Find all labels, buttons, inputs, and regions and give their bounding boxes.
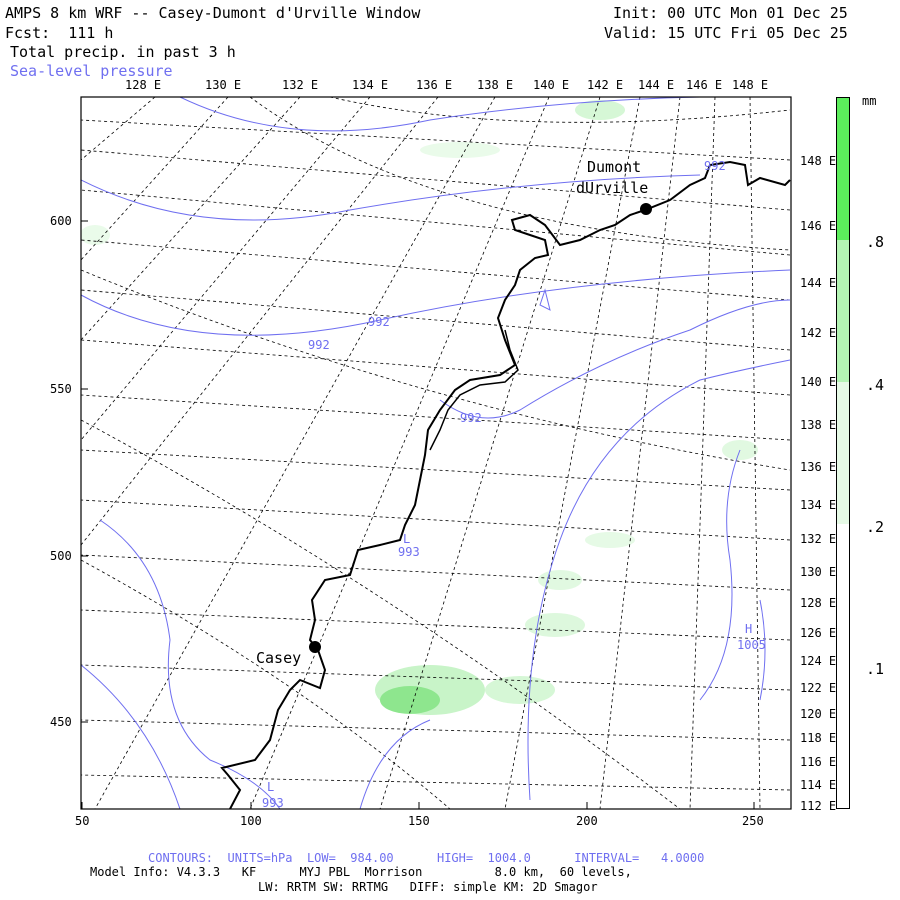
right-lon-label: 132 E (800, 532, 837, 546)
top-lon-label: 134 E (352, 78, 389, 92)
right-lon-label: 112 E (800, 799, 837, 813)
top-lon-label: 144 E (638, 78, 675, 92)
valid-time: Valid: 15 UTC Fri 05 Dec 25 (604, 24, 848, 42)
colorbar (836, 97, 850, 809)
right-lon-label: 120 E (800, 707, 837, 721)
contour-label: 993 (262, 796, 284, 810)
contour-label: 992 (704, 159, 726, 173)
coastline (220, 160, 791, 809)
top-lon-label: 142 E (587, 78, 624, 92)
x-axis-label: 100 (240, 814, 262, 828)
x-axis-label: 250 (742, 814, 764, 828)
right-lon-label: 124 E (800, 654, 837, 668)
right-lon-label: 130 E (800, 565, 837, 579)
pressure-contours (81, 97, 791, 809)
init-time: Init: 00 UTC Mon 01 Dec 25 (613, 4, 848, 22)
low-pressure-mark: L (267, 780, 275, 794)
field-name: Total precip. in past 3 h (10, 43, 236, 61)
x-axis-label: 150 (408, 814, 430, 828)
x-axis-label: 50 (75, 814, 90, 828)
contour-label: 992 (368, 315, 390, 329)
right-lon-label: 122 E (800, 681, 837, 695)
low-pressure-mark: L (403, 532, 411, 546)
contour-label: 992 (460, 411, 482, 425)
graticule (81, 97, 791, 809)
right-lon-label: 142 E (800, 326, 837, 340)
contour-label: 1005 (737, 638, 766, 652)
top-lon-label: 136 E (416, 78, 453, 92)
high-pressure-mark: H (745, 622, 753, 636)
ice-edge (429, 329, 519, 451)
map-frame (80, 96, 792, 810)
x-axis-label: 200 (576, 814, 598, 828)
station-dumont-label: Dumont (587, 158, 642, 176)
right-lon-label: 118 E (800, 731, 837, 745)
y-axis-label: 550 (50, 382, 72, 396)
right-lon-label: 126 E (800, 626, 837, 640)
top-lon-label: 148 E (732, 78, 769, 92)
right-lon-label: 134 E (800, 498, 837, 512)
colorbar-label: .1 (866, 660, 885, 678)
map-title: AMPS 8 km WRF -- Casey-Dumont d'Urville … (5, 4, 421, 22)
y-axis-label: 600 (50, 214, 72, 228)
top-lon-label: 140 E (533, 78, 570, 92)
model-info: Model Info: V4.3.3 KF MYJ PBL Morrison 8… (90, 865, 632, 879)
right-lon-label: 138 E (800, 418, 837, 432)
right-lon-label: 116 E (800, 755, 837, 769)
forecast-hour: Fcst: 111 h (5, 24, 114, 42)
station-dumont-label-2: dUrville (576, 179, 649, 197)
colorbar-label: .8 (866, 233, 885, 251)
top-lon-label: 138 E (477, 78, 514, 92)
station-casey-label: Casey (256, 649, 302, 667)
axis-ticks (81, 220, 755, 809)
top-lon-label: 128 E (125, 78, 162, 92)
right-lon-label: 144 E (800, 276, 837, 290)
station-dumont-marker (640, 203, 652, 215)
top-lon-label: 130 E (205, 78, 242, 92)
station-casey-marker (309, 641, 321, 653)
colorbar-label: .2 (866, 518, 885, 536)
y-axis-label: 500 (50, 549, 72, 563)
right-lon-label: 136 E (800, 460, 837, 474)
contour-label: 992 (308, 338, 330, 352)
colorbar-label: .4 (866, 376, 885, 394)
contour-info: CONTOURS: UNITS=hPa LOW= 984.00 HIGH= 10… (148, 851, 705, 865)
precip-shading (81, 100, 758, 715)
right-lon-label: 114 E (800, 778, 837, 792)
right-lon-label: 146 E (800, 219, 837, 233)
physics-info: LW: RRTM SW: RRTMG DIFF: simple KM: 2D S… (258, 880, 598, 894)
top-lon-label: 146 E (686, 78, 723, 92)
top-lon-label: 132 E (282, 78, 319, 92)
contour-label: 993 (398, 545, 420, 559)
right-lon-label: 128 E (800, 596, 837, 610)
colorbar-units: mm (862, 94, 877, 108)
right-lon-label: 148 E (800, 154, 837, 168)
right-lon-label: 140 E (800, 375, 837, 389)
y-axis-label: 450 (50, 715, 72, 729)
overlay-name: Sea-level pressure (10, 62, 173, 80)
